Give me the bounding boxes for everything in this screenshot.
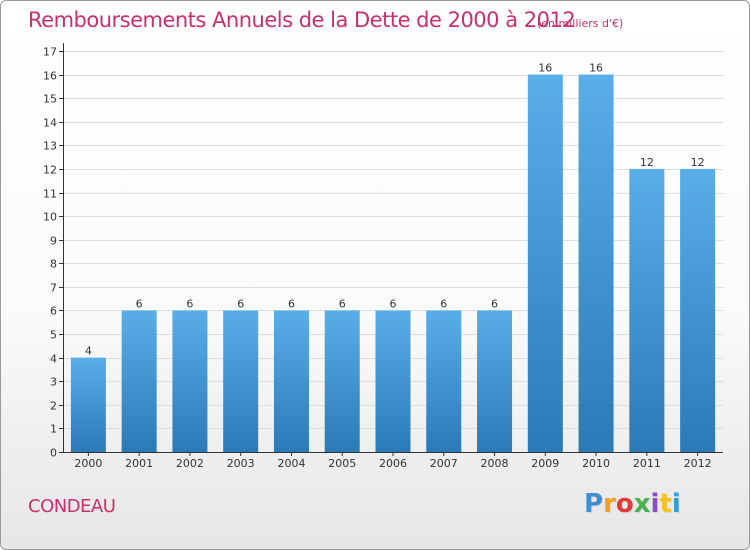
- commune-name: CONDEAU: [28, 496, 116, 517]
- bar-2007: [426, 310, 462, 452]
- x-tick-label: 2000: [74, 457, 102, 470]
- bar-2010: [578, 74, 614, 453]
- data-label: 6: [440, 297, 447, 310]
- x-tick-label: 2011: [633, 457, 661, 470]
- x-tick-label: 2010: [582, 457, 610, 470]
- y-tick-label: 17: [43, 46, 57, 59]
- data-label: 12: [640, 156, 654, 169]
- y-tick-label: 5: [50, 329, 57, 342]
- bar-2004: [273, 310, 309, 452]
- y-tick-label: 1: [50, 423, 57, 436]
- bars: [70, 74, 716, 453]
- data-label: 16: [589, 62, 603, 75]
- x-tick-label: 2007: [430, 457, 458, 470]
- bar-2009: [527, 74, 563, 453]
- data-label: 12: [691, 156, 705, 169]
- data-label: 6: [237, 297, 244, 310]
- logo-letter: r: [603, 489, 616, 519]
- y-tick-label: 11: [43, 188, 57, 201]
- y-tick-label: 6: [50, 305, 57, 318]
- y-tick-label: 8: [50, 258, 57, 271]
- bar-2000: [70, 357, 106, 452]
- bar-2006: [375, 310, 411, 452]
- logo-letter: x: [633, 489, 651, 519]
- y-tick-label: 14: [43, 117, 57, 130]
- data-label: 6: [339, 297, 346, 310]
- y-tick-label: 2: [50, 400, 57, 413]
- x-tick-label: 2002: [176, 457, 204, 470]
- logo-letter: o: [615, 489, 634, 519]
- x-tick-label: 2005: [328, 457, 356, 470]
- y-tick-label: 13: [43, 140, 57, 153]
- y-tick-label: 7: [50, 282, 57, 295]
- y-tick-label: 12: [43, 164, 57, 177]
- y-tick-label: 15: [43, 93, 57, 106]
- chart-title: Remboursements Annuels de la Dette de 20…: [28, 8, 576, 32]
- x-tick-label: 2012: [684, 457, 712, 470]
- data-label: 6: [491, 297, 498, 310]
- y-tick-label: 10: [43, 211, 57, 224]
- y-tick-label: 4: [50, 353, 57, 366]
- chart-unit: (en milliers d'€): [537, 17, 624, 30]
- proxiti-logo: Proxiti: [584, 489, 681, 519]
- x-tick-label: 2004: [277, 457, 305, 470]
- bar-2002: [172, 310, 208, 452]
- labels: 0123456789101112131415161720004200162002…: [43, 46, 712, 471]
- logo-letter: P: [584, 489, 604, 519]
- y-tick-label: 0: [50, 447, 57, 460]
- logo-letter: t: [659, 489, 672, 519]
- axes: [59, 43, 723, 456]
- data-label: 6: [136, 297, 143, 310]
- y-tick-label: 3: [50, 376, 57, 389]
- logo-letter: i: [650, 489, 660, 519]
- bar-2001: [121, 310, 157, 452]
- x-tick-label: 2009: [531, 457, 559, 470]
- data-label: 6: [186, 297, 193, 310]
- data-label: 4: [85, 345, 92, 358]
- bar-2011: [629, 168, 665, 453]
- bar-2005: [324, 310, 360, 452]
- x-tick-label: 2001: [125, 457, 153, 470]
- x-tick-label: 2003: [227, 457, 255, 470]
- x-tick-label: 2008: [481, 457, 509, 470]
- data-label: 16: [538, 62, 552, 75]
- y-tick-label: 9: [50, 235, 57, 248]
- x-tick-label: 2006: [379, 457, 407, 470]
- bar-2012: [680, 168, 716, 453]
- data-label: 6: [288, 297, 295, 310]
- data-label: 6: [390, 297, 397, 310]
- bar-2008: [477, 310, 513, 452]
- bar-2003: [223, 310, 259, 452]
- logo-letter: i: [671, 489, 681, 519]
- y-tick-label: 16: [43, 70, 57, 83]
